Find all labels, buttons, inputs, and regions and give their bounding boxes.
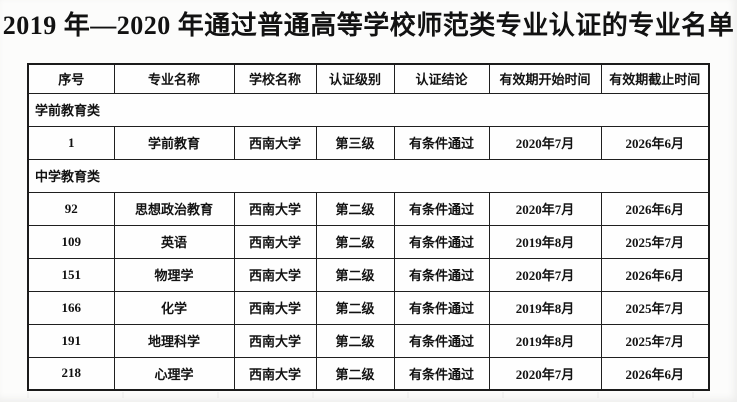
table-cell: 2026年6月 [600, 356, 710, 391]
table-cell: 西南大学 [233, 323, 317, 358]
section-label: 学前教育类 [27, 92, 710, 127]
table-cell: 2026年6月 [600, 125, 710, 160]
table-cell: 2020年7月 [488, 125, 602, 160]
table-cell: 地理科学 [113, 323, 235, 358]
table-cell: 第二级 [315, 290, 395, 325]
table-row: 109 英语 西南大学 第二级 有条件通过 2019年8月 2025年7月 [27, 224, 710, 259]
table-cell: 西南大学 [233, 125, 317, 160]
table-cell: 2020年7月 [488, 191, 602, 226]
table-cell: 第二级 [315, 356, 395, 391]
column-header: 认证结论 [393, 63, 490, 94]
table-cell: 有条件通过 [393, 191, 490, 226]
table-row: 1 学前教育 西南大学 第三级 有条件通过 2020年7月 2026年6月 [27, 125, 710, 160]
column-header: 专业名称 [113, 63, 235, 94]
column-header: 认证级别 [315, 63, 395, 94]
table-row: 92 思想政治教育 西南大学 第二级 有条件通过 2020年7月 2026年6月 [27, 191, 710, 226]
section-row: 中学教育类 [27, 158, 710, 193]
table-row: 218 心理学 西南大学 第二级 有条件通过 2020年7月 2026年6月 [27, 356, 710, 391]
table-cell: 2019年8月 [488, 323, 602, 358]
table-cell: 2025年7月 [600, 224, 710, 259]
table-cell: 第二级 [315, 224, 395, 259]
table-cell: 思想政治教育 [113, 191, 235, 226]
table-cell: 92 [27, 191, 115, 226]
table-cell: 109 [27, 224, 115, 259]
table-cell: 西南大学 [233, 257, 317, 292]
section-row: 学前教育类 [27, 92, 710, 127]
table-cell: 英语 [113, 224, 235, 259]
table-cell: 第三级 [315, 125, 395, 160]
table-cell: 218 [27, 356, 115, 391]
column-header: 有效期截止时间 [600, 63, 710, 94]
column-header: 有效期开始时间 [488, 63, 602, 94]
table-cell: 2019年8月 [488, 290, 602, 325]
table-cell: 西南大学 [233, 290, 317, 325]
table-cell: 有条件通过 [393, 323, 490, 358]
table-cell: 物理学 [113, 257, 235, 292]
section-label: 中学教育类 [27, 158, 710, 193]
table-cell: 2020年7月 [488, 356, 602, 391]
table-cell: 心理学 [113, 356, 235, 391]
table-cell: 西南大学 [233, 356, 317, 391]
table-cell: 1 [27, 125, 115, 160]
table-cell: 2025年7月 [600, 290, 710, 325]
table-cell: 有条件通过 [393, 356, 490, 391]
table-header-row: 序号 专业名称 学校名称 认证级别 认证结论 有效期开始时间 有效期截止时间 [27, 63, 710, 94]
certification-table: 序号 专业名称 学校名称 认证级别 认证结论 有效期开始时间 有效期截止时间 学前教育类 1 学… [27, 63, 710, 391]
table-cell: 2026年6月 [600, 257, 710, 292]
table-cell: 有条件通过 [393, 290, 490, 325]
table-cell: 化学 [113, 290, 235, 325]
table-cell: 第二级 [315, 323, 395, 358]
table-cell: 西南大学 [233, 224, 317, 259]
table-cell: 有条件通过 [393, 224, 490, 259]
table-row: 166 化学 西南大学 第二级 有条件通过 2019年8月 2025年7月 [27, 290, 710, 325]
scan-artifact [27, 392, 708, 398]
table-row: 191 地理科学 西南大学 第二级 有条件通过 2019年8月 2025年7月 [27, 323, 710, 358]
table-cell: 第二级 [315, 191, 395, 226]
table-cell: 151 [27, 257, 115, 292]
page-title: 2019 年—2020 年通过普通高等学校师范类专业认证的专业名单 [2, 11, 735, 40]
table-cell: 191 [27, 323, 115, 358]
table-cell: 有条件通过 [393, 257, 490, 292]
table-cell: 学前教育 [113, 125, 235, 160]
table-cell: 有条件通过 [393, 125, 490, 160]
column-header: 学校名称 [233, 63, 317, 94]
table-cell: 2025年7月 [600, 323, 710, 358]
table-cell: 2020年7月 [488, 257, 602, 292]
table-cell: 166 [27, 290, 115, 325]
table-cell: 2026年6月 [600, 191, 710, 226]
table-row: 151 物理学 西南大学 第二级 有条件通过 2020年7月 2026年6月 [27, 257, 710, 292]
table-cell: 2019年8月 [488, 224, 602, 259]
column-header: 序号 [27, 63, 115, 94]
table-cell: 西南大学 [233, 191, 317, 226]
table-cell: 第二级 [315, 257, 395, 292]
